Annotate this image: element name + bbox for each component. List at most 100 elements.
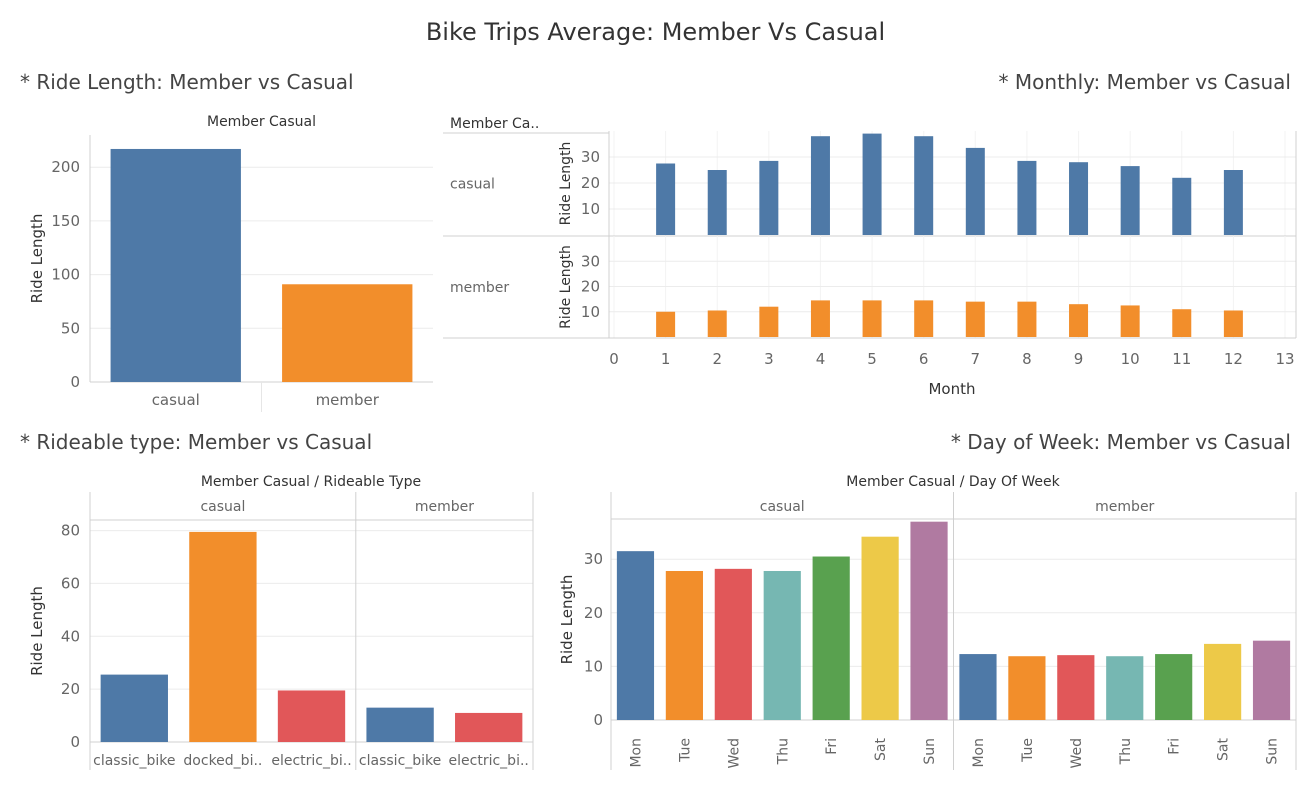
- bar-member: [282, 284, 413, 382]
- y-tick-label: 0: [593, 711, 603, 729]
- bar-member-month-1: [656, 311, 676, 337]
- section-title-monthly: * Monthly: Member vs Casual: [998, 70, 1291, 94]
- bar-member-Sun: [1252, 640, 1291, 720]
- bar-casual-Sun: [910, 521, 948, 720]
- x-tick-label: classic_bike: [359, 753, 441, 769]
- y-tick-label: 150: [51, 212, 80, 230]
- bar-casual-month-7: [965, 147, 985, 235]
- bar-casual-Sat: [861, 536, 899, 720]
- x-tick-label: 6: [919, 350, 929, 368]
- x-tick-label: Sun: [1265, 738, 1281, 765]
- bar-casual-month-5: [862, 133, 882, 235]
- section-title-ride-length: * Ride Length: Member vs Casual: [20, 70, 354, 94]
- panel-header-casual: casual: [760, 499, 805, 515]
- bar-member-month-6: [914, 300, 934, 337]
- bar-member-classic_bike: [366, 707, 434, 742]
- bar-casual-month-3: [759, 160, 779, 235]
- bar-casual-month-9: [1069, 162, 1089, 235]
- y-axis-label: Ride Length: [558, 245, 574, 329]
- page-title: Bike Trips Average: Member Vs Casual: [425, 18, 886, 46]
- x-tick-label: 10: [1121, 350, 1140, 368]
- y-tick-label: 200: [51, 158, 80, 176]
- x-tick-label: 3: [764, 350, 774, 368]
- x-tick-label: Fri: [1167, 738, 1183, 755]
- bar-member-Wed: [1057, 655, 1095, 720]
- bar-member-month-7: [965, 301, 985, 337]
- y-tick-label: 30: [581, 148, 600, 166]
- bar-member-month-10: [1120, 305, 1140, 337]
- x-tick-label: Fri: [824, 738, 840, 755]
- bar-casual-Tue: [665, 570, 703, 720]
- x-tick-label: 9: [1074, 350, 1084, 368]
- bar-member-month-9: [1069, 304, 1089, 337]
- x-tick-label: 7: [971, 350, 981, 368]
- bar-casual: [110, 148, 241, 382]
- x-tick-label: 5: [867, 350, 877, 368]
- x-tick-label: classic_bike: [93, 753, 175, 769]
- bar-casual-electric_bike: [277, 690, 346, 742]
- bar-casual-month-2: [707, 170, 727, 235]
- bar-casual-month-11: [1172, 177, 1192, 235]
- bar-casual-classic_bike: [100, 674, 168, 742]
- x-axis-label: Month: [928, 380, 975, 398]
- x-tick-label: 13: [1275, 350, 1294, 368]
- x-tick-label: 0: [609, 350, 619, 368]
- row-header: Member Ca..: [450, 116, 539, 132]
- bar-casual-month-12: [1223, 170, 1243, 235]
- y-tick-label: 10: [584, 657, 603, 675]
- bar-member-month-5: [862, 300, 882, 337]
- bar-casual-Fri: [812, 556, 850, 720]
- y-tick-label: 0: [70, 733, 80, 751]
- y-tick-label: 0: [70, 373, 80, 391]
- y-axis-label: Ride Length: [28, 214, 46, 304]
- x-tick-label: Thu: [775, 738, 791, 765]
- bar-member-month-3: [759, 306, 779, 337]
- x-tick-label: Sat: [873, 738, 889, 761]
- x-tick-label: Mon: [628, 738, 644, 768]
- bar-member-month-11: [1172, 309, 1192, 337]
- x-tick-label: 2: [712, 350, 722, 368]
- y-tick-label: 20: [581, 278, 600, 296]
- section-title-day-of-week: * Day of Week: Member vs Casual: [950, 430, 1291, 454]
- panel-header-casual: casual: [200, 499, 245, 515]
- bar-member-month-12: [1223, 310, 1243, 337]
- x-tick-label: casual: [152, 391, 200, 409]
- section-title-rideable: * Rideable type: Member vs Casual: [20, 430, 373, 454]
- chart-header: Member Casual / Rideable Type: [201, 474, 421, 490]
- x-tick-label: electric_bi..: [449, 753, 529, 769]
- x-tick-label: Sat: [1216, 738, 1232, 761]
- bar-member-electric_bike: [455, 712, 523, 742]
- chart-header: Member Casual: [207, 114, 316, 130]
- bar-member-Sat: [1204, 643, 1242, 720]
- y-tick-label: 20: [581, 174, 600, 192]
- bar-member-month-4: [810, 300, 830, 337]
- bar-member-Fri: [1155, 654, 1193, 720]
- chart-header: Member Casual / Day Of Week: [846, 474, 1060, 490]
- x-tick-label: 8: [1022, 350, 1032, 368]
- y-tick-label: 10: [581, 200, 600, 218]
- y-axis-label: Ride Length: [558, 142, 574, 226]
- x-tick-label: 12: [1224, 350, 1243, 368]
- x-tick-label: Thu: [1118, 738, 1134, 765]
- bar-member-Mon: [959, 654, 997, 720]
- x-tick-label: electric_bi..: [271, 753, 351, 769]
- bar-casual-month-8: [1017, 160, 1037, 235]
- y-axis-label: Ride Length: [28, 586, 46, 676]
- bar-casual-Thu: [763, 570, 801, 720]
- x-tick-label: Mon: [971, 738, 987, 768]
- y-tick-label: 50: [61, 319, 80, 337]
- y-tick-label: 40: [61, 627, 80, 645]
- bar-casual-Mon: [616, 551, 655, 720]
- x-tick-label: member: [316, 391, 380, 409]
- x-tick-label: 11: [1172, 350, 1191, 368]
- y-tick-label: 20: [61, 680, 80, 698]
- bar-member-Thu: [1106, 656, 1144, 720]
- x-tick-label: Sun: [922, 738, 938, 765]
- x-tick-label: docked_bi..: [183, 753, 262, 769]
- bar-casual-month-6: [914, 136, 934, 235]
- y-tick-label: 100: [51, 266, 80, 284]
- panel-header-member: member: [1095, 499, 1154, 515]
